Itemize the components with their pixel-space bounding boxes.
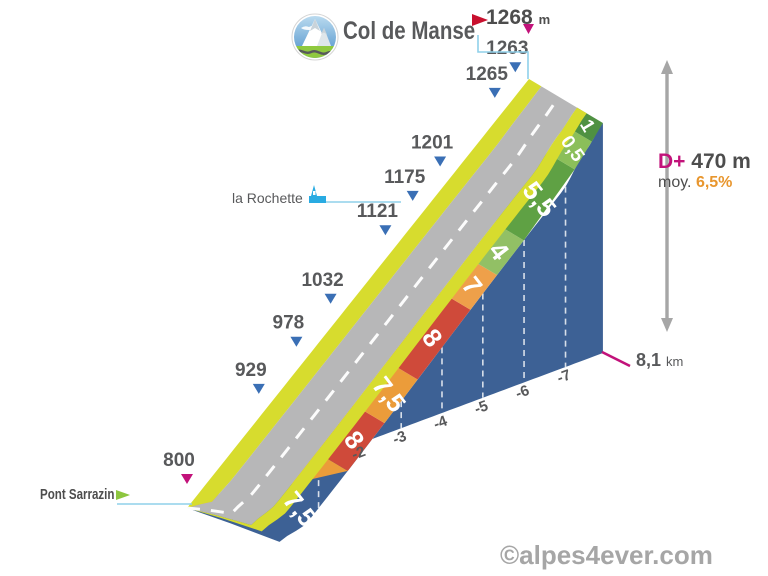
svg-text:1032: 1032 (301, 270, 343, 291)
svg-text:978: 978 (273, 313, 305, 334)
svg-text:-7: -7 (555, 366, 573, 387)
svg-text:800: 800 (163, 450, 195, 471)
svg-text:-3: -3 (390, 428, 408, 449)
svg-text:-5: -5 (472, 397, 490, 418)
svg-text:1175: 1175 (384, 167, 426, 188)
svg-text:929: 929 (235, 360, 267, 381)
svg-text:1201: 1201 (411, 133, 454, 154)
svg-text:-6: -6 (513, 382, 531, 403)
svg-text:-4: -4 (431, 412, 450, 433)
